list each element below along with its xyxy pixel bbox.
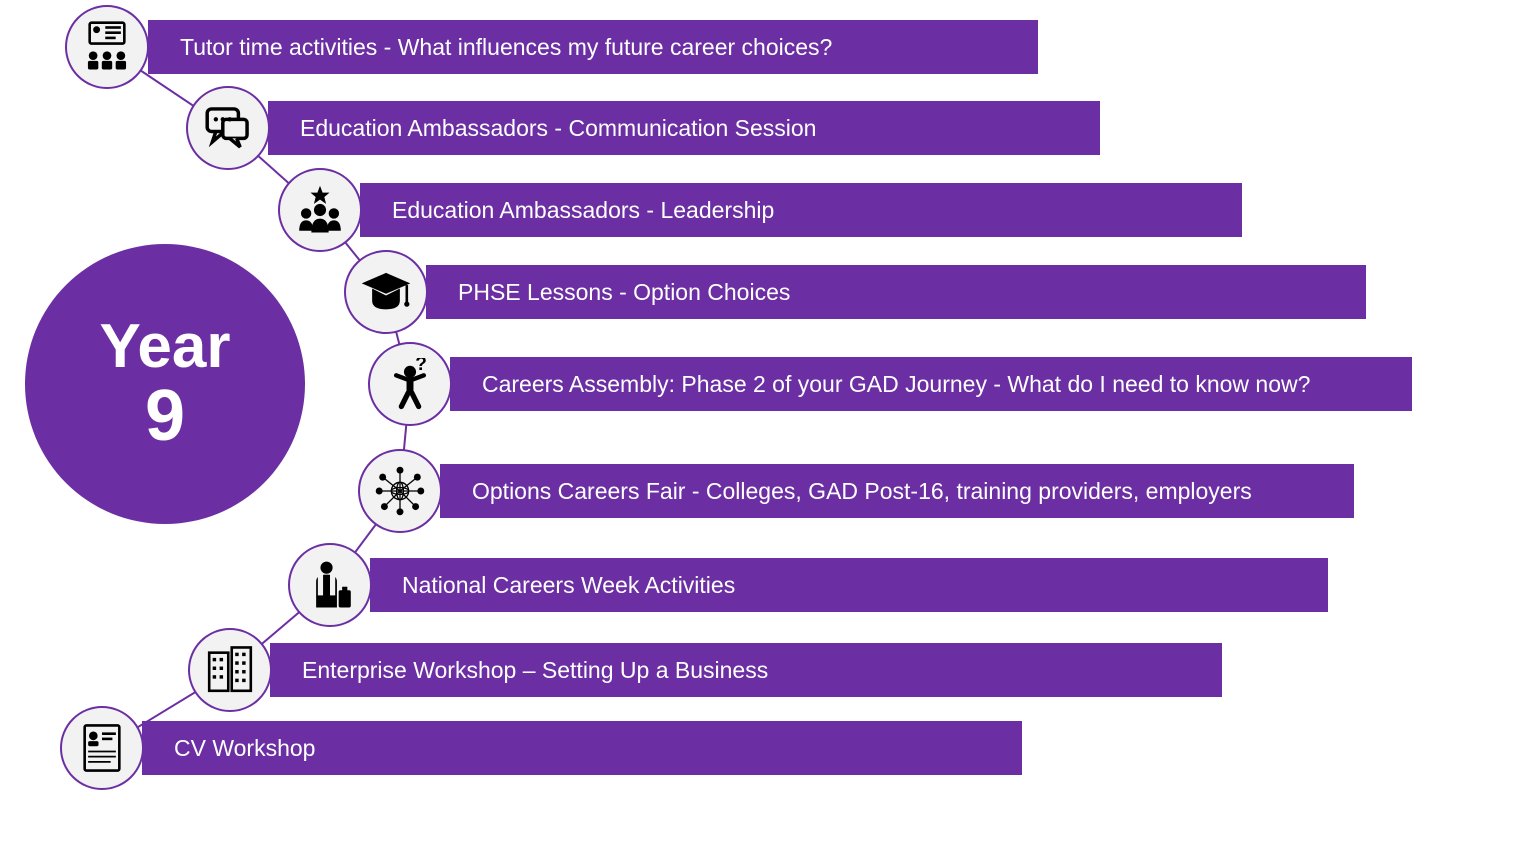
cv-document-icon bbox=[60, 706, 144, 790]
activity-bar: CV Workshop bbox=[142, 721, 1022, 775]
year-circle: Year9 bbox=[25, 244, 305, 524]
presentation-audience-icon bbox=[65, 5, 149, 89]
activity-label: Careers Assembly: Phase 2 of your GAD Jo… bbox=[482, 371, 1310, 398]
graduation-cap-icon bbox=[344, 250, 428, 334]
team-star-icon bbox=[278, 168, 362, 252]
buildings-icon bbox=[188, 628, 272, 712]
svg-text:?: ? bbox=[415, 358, 427, 375]
briefcase-person-icon bbox=[288, 543, 372, 627]
activity-label: Enterprise Workshop – Setting Up a Busin… bbox=[302, 657, 768, 684]
activity-bar: PHSE Lessons - Option Choices bbox=[426, 265, 1366, 319]
activity-bar: Careers Assembly: Phase 2 of your GAD Jo… bbox=[450, 357, 1412, 411]
activity-bar: Enterprise Workshop – Setting Up a Busin… bbox=[270, 643, 1222, 697]
activity-label: Education Ambassadors - Leadership bbox=[392, 197, 774, 224]
activity-label: Tutor time activities - What influences … bbox=[180, 34, 832, 61]
activity-label: PHSE Lessons - Option Choices bbox=[458, 279, 790, 306]
activity-bar: Education Ambassadors - Communication Se… bbox=[268, 101, 1100, 155]
activity-bar: National Careers Week Activities bbox=[370, 558, 1328, 612]
activity-bar: Options Careers Fair - Colleges, GAD Pos… bbox=[440, 464, 1354, 518]
activity-bar: Education Ambassadors - Leadership bbox=[360, 183, 1242, 237]
chat-bubble-icon bbox=[186, 86, 270, 170]
year-label-line2: 9 bbox=[145, 379, 185, 455]
year-label-line1: Year bbox=[99, 314, 230, 379]
thinking-person-icon: ? bbox=[368, 342, 452, 426]
activity-label: Education Ambassadors - Communication Se… bbox=[300, 115, 816, 142]
activity-label: CV Workshop bbox=[174, 735, 315, 762]
network-globe-icon bbox=[358, 449, 442, 533]
activity-bar: Tutor time activities - What influences … bbox=[148, 20, 1038, 74]
activity-label: National Careers Week Activities bbox=[402, 572, 735, 599]
activity-label: Options Careers Fair - Colleges, GAD Pos… bbox=[472, 478, 1252, 505]
